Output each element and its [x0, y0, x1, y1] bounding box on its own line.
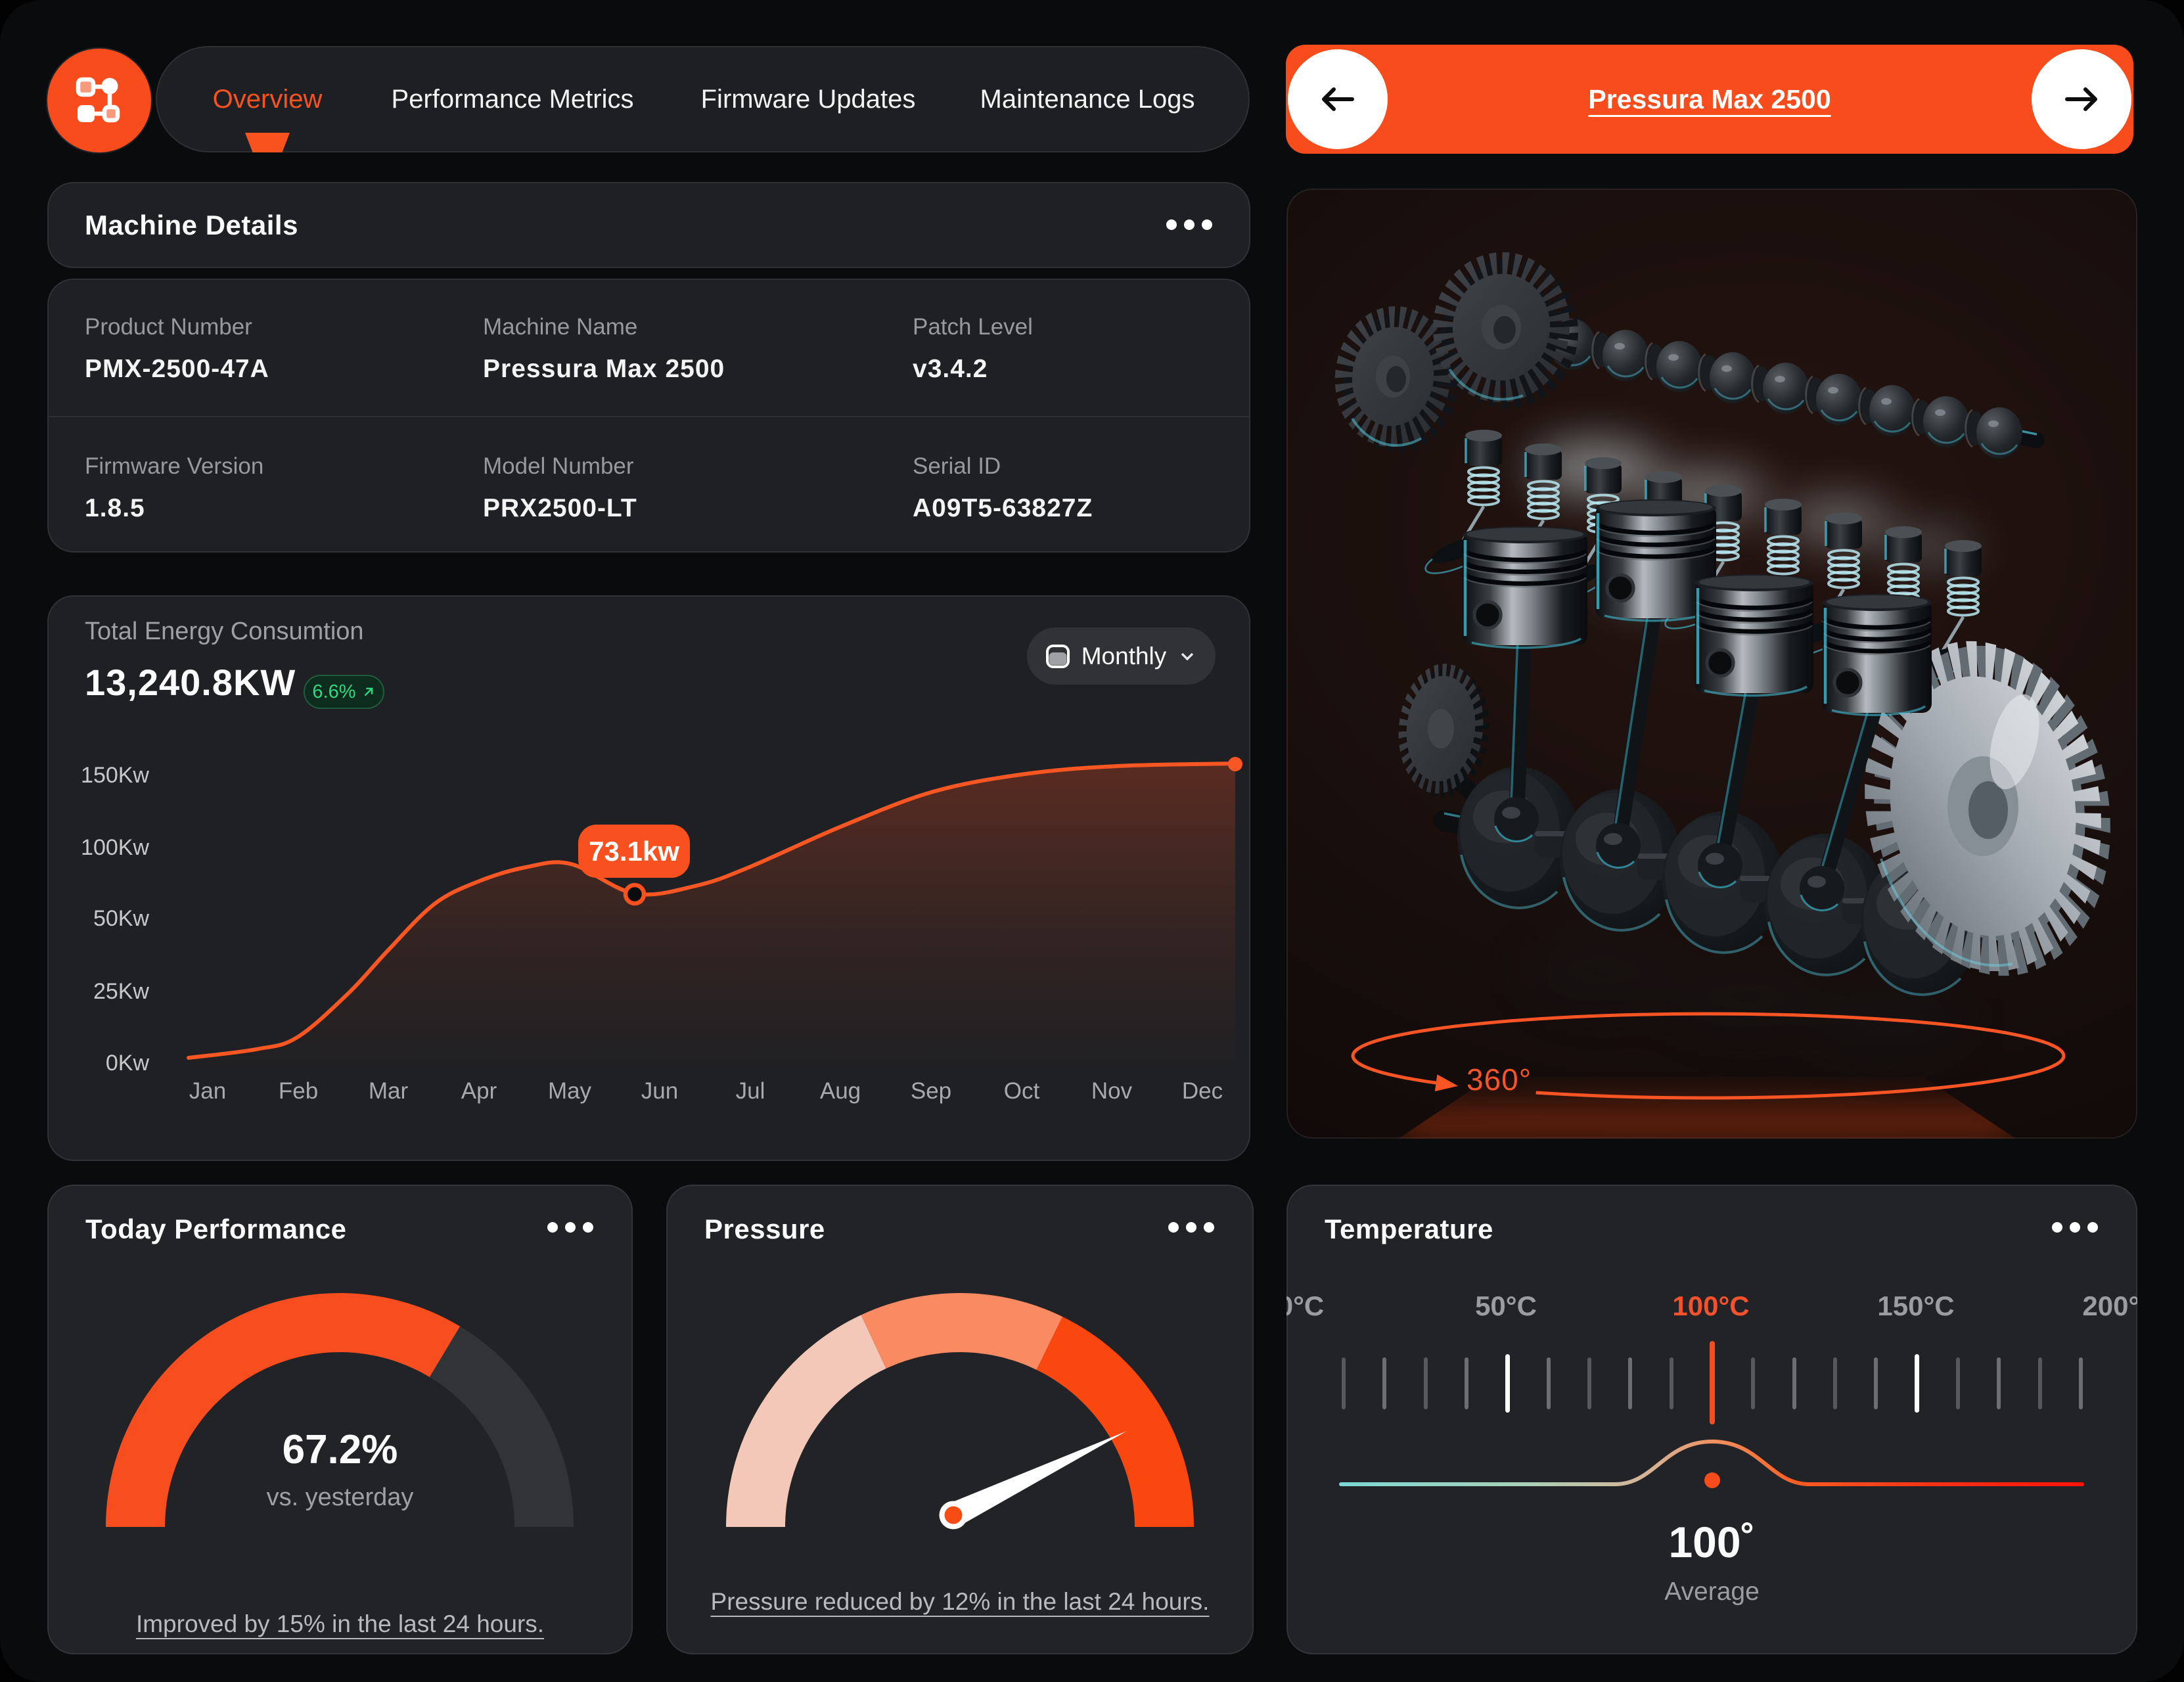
svg-text:73.1kw: 73.1kw [589, 836, 679, 867]
svg-text:360°: 360° [1467, 1062, 1532, 1097]
